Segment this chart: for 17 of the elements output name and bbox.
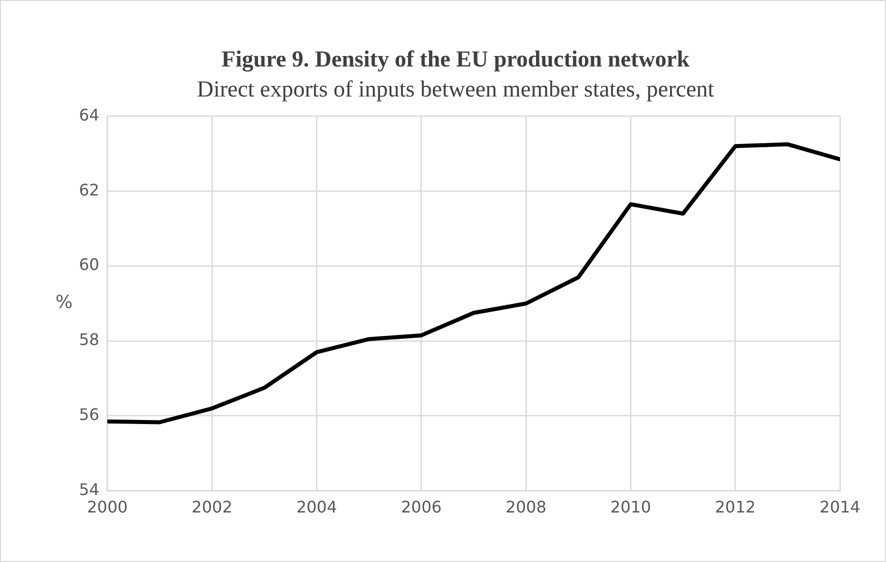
x-tick-label: 2014 — [820, 498, 860, 517]
y-axis-title: % — [55, 292, 73, 314]
x-tick-label: 2004 — [296, 498, 338, 517]
y-tick-label: 60 — [79, 255, 100, 274]
y-tick-label: 64 — [79, 105, 100, 124]
y-tick-label: 58 — [79, 330, 100, 350]
x-tick-label: 2008 — [506, 498, 546, 517]
chart-title: Figure 9. Density of the EU production network — [221, 46, 690, 73]
x-tick-label: 2002 — [192, 498, 232, 517]
x-tick-label: 2010 — [610, 498, 652, 517]
chart-subtitle: Direct exports of inputs between member states, percent — [196, 76, 715, 102]
y-tick-label: 54 — [79, 480, 100, 499]
x-tick-label: 2012 — [714, 498, 756, 517]
x-tick-label: 2006 — [400, 498, 442, 517]
y-tick-label: 56 — [79, 405, 100, 424]
y-tick-label: 62 — [79, 180, 100, 200]
x-tick-label: 2000 — [87, 498, 128, 517]
